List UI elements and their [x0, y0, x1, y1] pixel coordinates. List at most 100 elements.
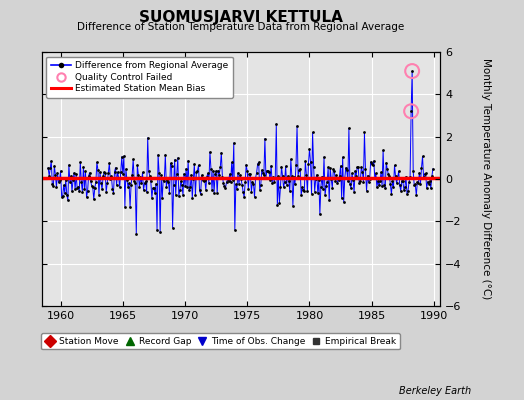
Point [363, 172, 372, 179]
Point [255, 159, 263, 166]
Point [227, 159, 236, 166]
Point [186, 184, 194, 190]
Point [297, 192, 305, 198]
Text: Difference of Station Temperature Data from Regional Average: Difference of Station Temperature Data f… [78, 22, 405, 32]
Point [333, 180, 342, 186]
Point [342, 164, 350, 171]
Point [358, 168, 367, 175]
Point [191, 192, 200, 198]
Point [303, 188, 312, 194]
Point [346, 181, 354, 188]
Point [124, 184, 132, 190]
Point [423, 178, 432, 185]
Point [399, 178, 407, 185]
Point [278, 173, 287, 179]
Point [207, 166, 215, 172]
Point [125, 180, 133, 186]
Point [374, 177, 382, 184]
Point [137, 180, 146, 186]
Point [285, 178, 293, 184]
Point [83, 188, 92, 195]
Point [45, 173, 53, 179]
Point [60, 182, 68, 188]
Point [119, 153, 128, 159]
Point [429, 166, 437, 172]
Point [107, 173, 116, 180]
Point [308, 190, 316, 197]
Point [92, 179, 100, 185]
Point [178, 182, 186, 188]
Point [177, 178, 185, 184]
Point [116, 169, 125, 176]
Point [213, 190, 221, 196]
Point [77, 179, 85, 185]
Point [101, 170, 110, 176]
Point [394, 175, 402, 181]
Point [112, 182, 121, 188]
Point [422, 185, 431, 191]
Point [366, 159, 375, 165]
Point [280, 179, 289, 185]
Point [172, 171, 181, 178]
Point [176, 187, 184, 194]
Point [372, 170, 380, 176]
Point [341, 175, 349, 182]
Point [356, 178, 365, 184]
Point [73, 185, 81, 192]
Point [274, 173, 282, 180]
Point [153, 226, 161, 233]
Point [184, 157, 192, 164]
Point [66, 179, 74, 185]
Point [198, 172, 206, 178]
Point [409, 168, 418, 174]
Point [201, 176, 209, 183]
Point [171, 192, 180, 198]
Point [188, 195, 196, 201]
Point [232, 181, 240, 188]
Point [265, 168, 273, 175]
Point [202, 187, 210, 193]
Point [211, 171, 220, 178]
Point [335, 172, 344, 179]
Point [427, 185, 435, 192]
Point [44, 165, 52, 171]
Point [48, 181, 57, 187]
Point [336, 163, 345, 169]
Point [118, 171, 127, 177]
Point [407, 108, 416, 114]
Point [103, 180, 112, 186]
Point [288, 173, 296, 180]
Point [238, 182, 246, 188]
Point [320, 154, 328, 160]
Point [381, 185, 389, 192]
Point [215, 171, 223, 178]
Point [159, 176, 168, 182]
Point [86, 178, 95, 184]
Point [405, 179, 413, 185]
Point [349, 177, 357, 183]
Point [352, 172, 361, 179]
Point [421, 170, 430, 176]
Point [252, 174, 260, 181]
Point [81, 168, 90, 174]
Point [93, 159, 101, 166]
Point [61, 190, 69, 196]
Point [196, 191, 205, 197]
Point [237, 176, 245, 182]
Point [418, 153, 427, 160]
Point [350, 189, 358, 195]
Point [295, 167, 303, 173]
Point [156, 229, 165, 235]
Point [98, 186, 106, 192]
Point [416, 181, 424, 188]
Point [310, 163, 318, 170]
Point [309, 129, 317, 136]
Point [291, 181, 299, 188]
Point [78, 188, 86, 195]
Point [373, 184, 381, 190]
Point [85, 170, 94, 176]
Point [311, 188, 319, 195]
Point [420, 171, 429, 177]
Point [69, 177, 77, 183]
Point [148, 194, 156, 201]
